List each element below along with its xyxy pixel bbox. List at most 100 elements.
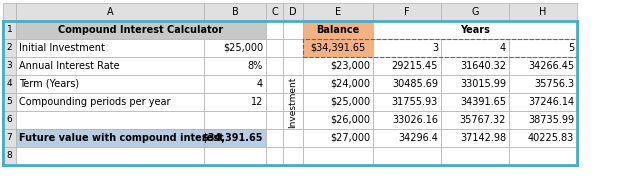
Bar	[373, 39, 441, 57]
Bar	[283, 147, 303, 165]
Text: C: C	[271, 7, 278, 17]
Bar	[283, 75, 303, 93]
Bar	[283, 21, 303, 39]
Bar	[303, 57, 373, 75]
Bar	[204, 111, 266, 129]
Text: 7: 7	[6, 134, 12, 142]
Bar	[3, 3, 16, 21]
Bar	[16, 147, 204, 165]
Text: 4: 4	[6, 79, 12, 88]
Text: $24,000: $24,000	[330, 79, 370, 89]
Text: 35767.32: 35767.32	[459, 115, 506, 125]
Text: 12: 12	[251, 97, 263, 107]
Bar	[509, 39, 577, 57]
Text: $23,000: $23,000	[330, 61, 370, 71]
Bar	[3, 93, 16, 111]
Bar	[204, 75, 266, 93]
Text: A: A	[107, 7, 114, 17]
Bar	[373, 111, 441, 129]
Bar	[283, 3, 303, 21]
Text: 37246.14: 37246.14	[528, 97, 574, 107]
Bar	[509, 75, 577, 93]
Bar	[303, 39, 373, 57]
Bar	[3, 129, 16, 147]
Text: 4: 4	[500, 43, 506, 53]
Bar	[303, 93, 373, 111]
Text: 4: 4	[257, 79, 263, 89]
Text: Years: Years	[460, 25, 490, 35]
Text: G: G	[471, 7, 478, 17]
Bar	[509, 3, 577, 21]
Bar	[266, 147, 283, 165]
Bar	[3, 111, 16, 129]
Bar	[266, 93, 283, 111]
Text: 35756.3: 35756.3	[534, 79, 574, 89]
Text: $34,391.65: $34,391.65	[310, 43, 366, 53]
Text: 34266.45: 34266.45	[528, 61, 574, 71]
Bar	[509, 93, 577, 111]
Bar	[266, 57, 283, 75]
Text: $25,000: $25,000	[330, 97, 370, 107]
Text: Balance: Balance	[316, 25, 360, 35]
Text: 5: 5	[568, 43, 574, 53]
Bar	[509, 129, 577, 147]
Bar	[373, 93, 441, 111]
Bar	[303, 111, 373, 129]
Text: Investment: Investment	[288, 76, 297, 128]
Bar	[204, 93, 266, 111]
Bar	[509, 111, 577, 129]
Text: 2: 2	[6, 43, 12, 52]
Bar	[16, 93, 204, 111]
Text: $34,391.65: $34,391.65	[202, 133, 263, 143]
Bar	[16, 21, 266, 39]
Bar	[16, 3, 204, 21]
Text: Future value with compound interest: Future value with compound interest	[19, 133, 224, 143]
Bar	[266, 129, 283, 147]
Text: 29215.45: 29215.45	[392, 61, 438, 71]
Bar	[3, 21, 577, 165]
Bar	[303, 129, 373, 147]
Text: Annual Interest Rate: Annual Interest Rate	[19, 61, 120, 71]
Bar	[283, 93, 303, 111]
Text: 3: 3	[6, 62, 12, 71]
Bar	[509, 57, 577, 75]
Bar	[204, 129, 266, 147]
Text: B: B	[232, 7, 239, 17]
Text: 34296.4: 34296.4	[398, 133, 438, 143]
Bar	[204, 3, 266, 21]
Text: Term (Years): Term (Years)	[19, 79, 79, 89]
Text: 1: 1	[6, 25, 12, 35]
Bar	[266, 111, 283, 129]
Text: Compounding periods per year: Compounding periods per year	[19, 97, 170, 107]
Bar	[266, 3, 283, 21]
Text: 33015.99: 33015.99	[460, 79, 506, 89]
Bar	[303, 147, 373, 165]
Bar	[204, 57, 266, 75]
Text: $27,000: $27,000	[330, 133, 370, 143]
Bar	[441, 39, 509, 57]
Bar	[441, 57, 509, 75]
Bar	[3, 57, 16, 75]
Bar	[3, 75, 16, 93]
Bar	[204, 147, 266, 165]
Text: E: E	[335, 7, 341, 17]
Bar	[283, 111, 303, 129]
Bar	[303, 21, 373, 39]
Bar	[3, 147, 16, 165]
Bar	[441, 147, 509, 165]
Text: 6: 6	[6, 115, 12, 125]
Text: H: H	[539, 7, 547, 17]
Bar	[16, 57, 204, 75]
Bar	[16, 129, 204, 147]
Bar	[16, 39, 204, 57]
Text: 34391.65: 34391.65	[460, 97, 506, 107]
Bar	[373, 3, 441, 21]
Text: Compound Interest Calculator: Compound Interest Calculator	[59, 25, 223, 35]
Bar	[373, 21, 577, 39]
Text: D: D	[289, 7, 297, 17]
Bar	[204, 39, 266, 57]
Bar	[283, 129, 303, 147]
Bar	[16, 75, 204, 93]
Bar	[16, 111, 204, 129]
Text: 30485.69: 30485.69	[392, 79, 438, 89]
